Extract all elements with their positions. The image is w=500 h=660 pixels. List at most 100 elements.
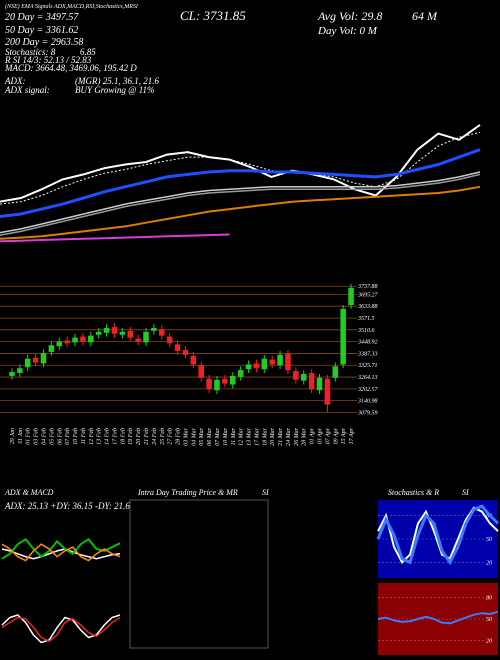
x-tick-label: 03 Apr (318, 427, 324, 444)
candle-body (95, 331, 102, 335)
candle-body (198, 365, 204, 378)
x-tick-label: 13 Mar (247, 427, 253, 445)
x-tick-label: 15 Apr (341, 427, 347, 444)
x-tick-label: 07 Mar (215, 427, 221, 445)
x-tick-label: 07 Apr (325, 427, 331, 444)
avg-vol-unit: 64 M (412, 9, 438, 23)
series-line (0, 173, 481, 236)
candle-body (174, 344, 181, 351)
series-line (0, 233, 230, 243)
candle-body (40, 352, 47, 364)
x-tick-label: 20 Mar (270, 427, 276, 445)
ma20: 20 Day = 3497.57 (5, 12, 79, 23)
candle-body (135, 338, 141, 342)
candle-body (151, 328, 157, 331)
candle-body (261, 358, 268, 370)
x-tick-label: 05 Mar (199, 427, 205, 445)
x-tick-label: 05 Feb (49, 428, 55, 445)
series-line (1, 616, 121, 643)
x-tick-label: 25 Feb (160, 428, 166, 445)
series-line (0, 131, 481, 205)
candle-body (166, 336, 173, 344)
y-tick-label: 50 (486, 537, 492, 543)
candle-body (348, 287, 354, 305)
y-tick-label: 3079.59 (357, 410, 378, 416)
candle-body (340, 308, 346, 365)
x-tick-label: 28 Feb (176, 428, 182, 445)
ma50: 50 Day = 3361.62 (5, 25, 78, 36)
series-line (0, 148, 481, 218)
panel-background (378, 583, 498, 655)
candle-body (9, 372, 15, 376)
x-tick-label: 07 Feb (65, 428, 71, 445)
y-tick-label: 3140.98 (357, 398, 378, 405)
candle-body (277, 354, 283, 366)
candle-body (111, 327, 118, 334)
candle-body (324, 378, 331, 405)
candle-body (308, 373, 315, 390)
x-tick-label: 27 Feb (168, 428, 174, 445)
x-tick-label: 19 Feb (128, 428, 134, 445)
y-tick-label: 3510.6 (357, 328, 375, 334)
series-line (0, 185, 481, 240)
adx-value: (MGR) 25.1, 36.1, 21.6 (75, 76, 159, 86)
y-tick-label: 3695.27 (357, 292, 379, 298)
x-tick-label: 04 Mar (190, 427, 197, 445)
day-vol: Day Vol: 0 M (317, 25, 378, 37)
adx-signal: ADX signal: (4, 85, 50, 95)
x-tick-label: 13 Feb (97, 428, 103, 445)
x-tick-label: 06 Feb (57, 428, 63, 445)
panel-title: ADX & MACD (4, 488, 54, 497)
candle-body (245, 364, 252, 370)
x-tick-label: 26 Mar (294, 427, 300, 445)
x-tick-label: 18 Mar (262, 427, 268, 445)
panel-subtitle: SI (262, 488, 269, 497)
candle-body (316, 377, 323, 391)
candle-body (222, 378, 228, 384)
y-tick-label: 80 (486, 595, 492, 601)
x-tick-label: 03 Mar (183, 427, 189, 445)
panel-subtitle: ADX: 25.13 +DY: 36.15 -DY: 21.64 (4, 501, 135, 511)
candle-body (230, 375, 236, 385)
candle-body (72, 337, 78, 343)
y-tick-label: 20 (486, 560, 492, 566)
candle-body (159, 328, 165, 336)
x-tick-label: 24 Feb (151, 428, 158, 445)
panel-frame (129, 499, 269, 649)
panel-subtitle: SI (462, 488, 469, 497)
panel-title: Intra Day Trading Price & MR (137, 488, 238, 497)
x-tick-label: 09 Apr (333, 427, 339, 444)
candle-body (24, 358, 31, 368)
candle-body (214, 379, 220, 391)
candle-body (206, 378, 212, 390)
candle-body (269, 359, 275, 365)
candle-body (48, 345, 55, 352)
avg-vol: Avg Vol: 29.8 (317, 9, 382, 23)
x-tick-label: 06 Mar (207, 427, 213, 445)
y-tick-label: 3325.71 (357, 363, 378, 369)
x-tick-label: 10 Feb (73, 428, 79, 445)
x-tick-label: 17 Mar (254, 427, 260, 445)
x-tick-label: 17 Apr (349, 427, 355, 444)
x-tick-label: 29 Jan (10, 428, 16, 444)
adx-signal-value: BUY Growing @ 11% (75, 85, 155, 95)
y-tick-label: 3387.33 (357, 351, 378, 357)
ma200: 200 Day = 2963.58 (5, 37, 83, 48)
series-line (377, 506, 499, 565)
x-tick-label: 12 Mar (239, 427, 245, 445)
x-tick-label: 11 Mar (231, 427, 237, 445)
candle-body (80, 336, 86, 342)
candle-body (237, 370, 244, 377)
x-tick-label: 11 Feb (81, 428, 87, 444)
x-tick-label: 01 Feb (26, 428, 32, 445)
macd: MACD: 3664.48, 3469.06, 195.42 D (4, 63, 137, 73)
candle-body (300, 374, 307, 381)
candle-body (119, 331, 126, 335)
adx: ADX: (4, 76, 26, 86)
header-title: (NSE) EMA Signals ADX,MACD,RSI,Stochasti… (5, 3, 139, 10)
x-tick-label: 17 Feb (112, 428, 118, 445)
x-tick-label: 03 Feb (34, 428, 40, 445)
y-tick-label: 50 (486, 617, 492, 623)
